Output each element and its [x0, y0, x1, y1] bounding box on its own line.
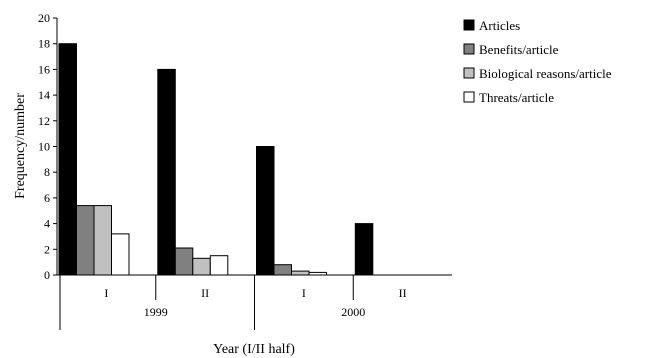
y-axis-title: Frequency/number: [13, 93, 28, 199]
legend-label: Benefits/article: [479, 42, 559, 57]
x-category-label: II: [201, 286, 209, 300]
bar-3-3: [291, 270, 310, 276]
y-tick-label: 8: [44, 165, 50, 179]
bar-1-1: [58, 43, 77, 276]
y-tick-label: 10: [38, 140, 50, 154]
legend-swatch: [463, 67, 475, 79]
bar-1-3: [256, 146, 275, 276]
y-tick-label: 6: [44, 191, 50, 205]
bar-3-2: [192, 257, 211, 276]
x-category-label: II: [399, 286, 407, 300]
x-axis-title: Year (I/II half): [213, 342, 295, 357]
y-tick-label: 16: [38, 62, 50, 76]
bar-4-2: [209, 255, 229, 276]
bar-4-1: [111, 233, 130, 276]
legend-swatch: [463, 19, 475, 31]
bar-3-1: [93, 205, 112, 276]
bar-1-4: [354, 223, 374, 276]
y-tick-label: 0: [44, 268, 50, 282]
y-tick-label: 14: [38, 88, 50, 102]
legend: Articles Benefits/article Biological reaso…: [463, 18, 612, 105]
x-group-label: 2000: [341, 305, 365, 319]
bar-2-2: [174, 247, 194, 276]
bar-2-3: [273, 264, 292, 276]
legend-label: Articles: [479, 18, 520, 33]
bars-layer: [58, 43, 374, 276]
x-category-label: I: [104, 286, 108, 300]
y-tick-label: 4: [44, 217, 50, 231]
legend-swatch: [463, 91, 475, 103]
x-category-label: I: [302, 286, 306, 300]
bar-1-2: [157, 68, 176, 276]
y-tick-label: 2: [44, 242, 50, 256]
legend-swatch: [463, 43, 475, 55]
y-tick-label: 18: [38, 37, 50, 51]
x-group-label: 1999: [144, 305, 168, 319]
bar-2-1: [76, 205, 95, 276]
legend-label: Threats/article: [479, 90, 554, 105]
y-tick-label: 20: [38, 11, 50, 25]
y-tick-label: 12: [38, 114, 50, 128]
legend-label: Biological reasons/article: [479, 66, 612, 81]
